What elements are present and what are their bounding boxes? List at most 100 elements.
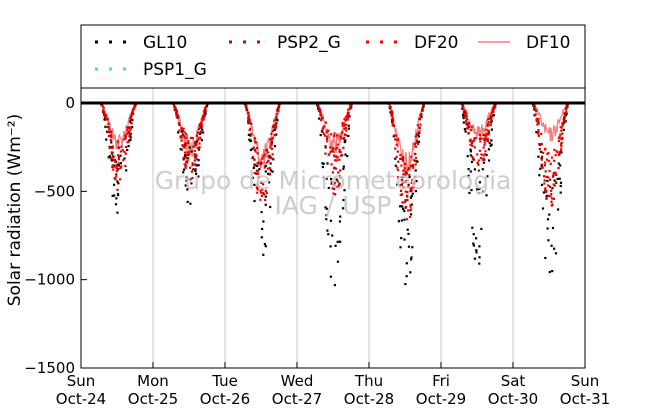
- series-psp2g-point: [406, 191, 409, 194]
- series-df20-point: [274, 125, 278, 128]
- series-df20-point: [191, 136, 194, 140]
- series-psp2g-point: [319, 114, 322, 117]
- series-gl10-point: [339, 215, 342, 218]
- series-psp2g-point: [557, 167, 560, 170]
- series-psp2g-point: [470, 142, 474, 145]
- series-gl10-point: [318, 117, 321, 120]
- series-gl10-point: [325, 207, 328, 210]
- series-gl10-point: [559, 164, 562, 167]
- series-df20-point: [478, 149, 481, 152]
- series-df20-point: [101, 105, 104, 108]
- series-df20-point: [116, 140, 119, 143]
- series-df20-point: [332, 150, 335, 153]
- series-df20-point: [545, 158, 548, 161]
- series-gl10-point: [127, 144, 130, 148]
- x-tick-day: Fri: [432, 372, 450, 390]
- series-df20-point: [102, 106, 105, 109]
- series-gl10-point: [183, 168, 186, 171]
- series-df20-point: [393, 134, 397, 137]
- series-gl10-point: [329, 275, 332, 278]
- series-psp2g-point: [473, 137, 476, 140]
- series-psp2g-point: [266, 167, 270, 170]
- series-df20-point: [554, 181, 557, 184]
- series-df20-point: [403, 201, 406, 204]
- series-psp2g-point: [187, 142, 190, 145]
- series-gl10-point: [116, 180, 119, 183]
- series-psp2g-point: [250, 132, 253, 136]
- series-psp2g-point: [493, 107, 496, 110]
- legend-gl10-swatch: [123, 40, 126, 44]
- series-gl10-point: [342, 167, 345, 170]
- series-df20-point: [557, 136, 560, 140]
- series-psp2g-point: [467, 132, 470, 135]
- y-tick-label: −500: [34, 182, 75, 200]
- series-gl10-point: [544, 256, 547, 260]
- series-df20-point: [330, 133, 333, 136]
- series-df20-point: [546, 152, 549, 155]
- series-gl10-point: [199, 132, 202, 135]
- series-psp2g-point: [317, 109, 321, 113]
- series-gl10-point: [247, 133, 250, 136]
- series-psp2g-point: [413, 152, 416, 155]
- series-df20-point: [252, 156, 255, 159]
- series-psp2g-point: [476, 161, 479, 164]
- series-psp2g-point: [400, 193, 404, 196]
- series-gl10-point: [344, 139, 347, 142]
- series-gl10-point: [540, 150, 543, 153]
- series-psp2g-point: [416, 140, 419, 143]
- series-psp2g-point: [176, 116, 179, 119]
- series-psp2g-point: [181, 129, 184, 132]
- series-psp2g-point: [483, 158, 486, 161]
- series-df20-point: [111, 146, 114, 150]
- series-gl10-point: [327, 233, 330, 236]
- series-psp2g-point: [461, 104, 464, 107]
- series-psp2g-point: [413, 143, 416, 146]
- series-psp2g-point: [276, 109, 279, 112]
- series-psp2g-point: [390, 114, 393, 118]
- series-psp2g-point: [269, 138, 272, 141]
- series-psp2g-point: [469, 143, 472, 146]
- series-gl10-point: [405, 262, 408, 265]
- series-psp2g-point: [189, 178, 192, 181]
- series-psp2g-point: [330, 180, 333, 183]
- series-psp2g-point: [537, 134, 540, 137]
- series-gl10-point: [251, 176, 254, 179]
- series-df20-point: [259, 198, 262, 201]
- series-gl10-point: [177, 131, 180, 134]
- series-gl10-point: [542, 191, 545, 194]
- series-psp2g-point: [331, 171, 334, 174]
- series-psp2g-point: [111, 164, 114, 167]
- legend-gl10-swatch: [95, 40, 98, 44]
- series-psp2g-point: [543, 189, 547, 192]
- series-df20-point: [326, 140, 329, 143]
- series-gl10-point: [186, 200, 189, 203]
- series-df20-point: [273, 126, 276, 129]
- series-psp2g-point: [175, 111, 178, 114]
- series-psp2g-point: [129, 118, 133, 121]
- series-df20-point: [184, 151, 187, 154]
- series-df20-point: [277, 110, 280, 113]
- series-gl10-point: [535, 131, 538, 134]
- series-psp2g-point: [465, 115, 468, 118]
- series-df20-point: [391, 124, 394, 127]
- series-gl10-point: [273, 124, 276, 127]
- series-psp2g-point: [541, 155, 544, 158]
- series-gl10-point: [540, 183, 544, 186]
- series-psp2g-point: [119, 166, 122, 169]
- series-df20-point: [253, 140, 256, 143]
- series-gl10-point: [410, 256, 413, 259]
- series-psp2g-point: [263, 166, 267, 169]
- series-gl10-point: [401, 205, 404, 208]
- series-gl10-point: [467, 186, 470, 189]
- series-psp2g-point: [402, 173, 405, 176]
- series-df20-point: [256, 188, 259, 191]
- series-gl10-point: [184, 144, 187, 147]
- series-df20-point: [479, 156, 482, 160]
- series-df20-point: [484, 135, 487, 138]
- series-psp2g-point: [181, 144, 184, 147]
- series-gl10-point: [256, 183, 259, 186]
- series-gl10-point: [182, 171, 185, 174]
- series-gl10-point: [252, 166, 255, 169]
- series-gl10-point: [470, 160, 474, 163]
- legend-psp1g-swatch: [95, 67, 98, 71]
